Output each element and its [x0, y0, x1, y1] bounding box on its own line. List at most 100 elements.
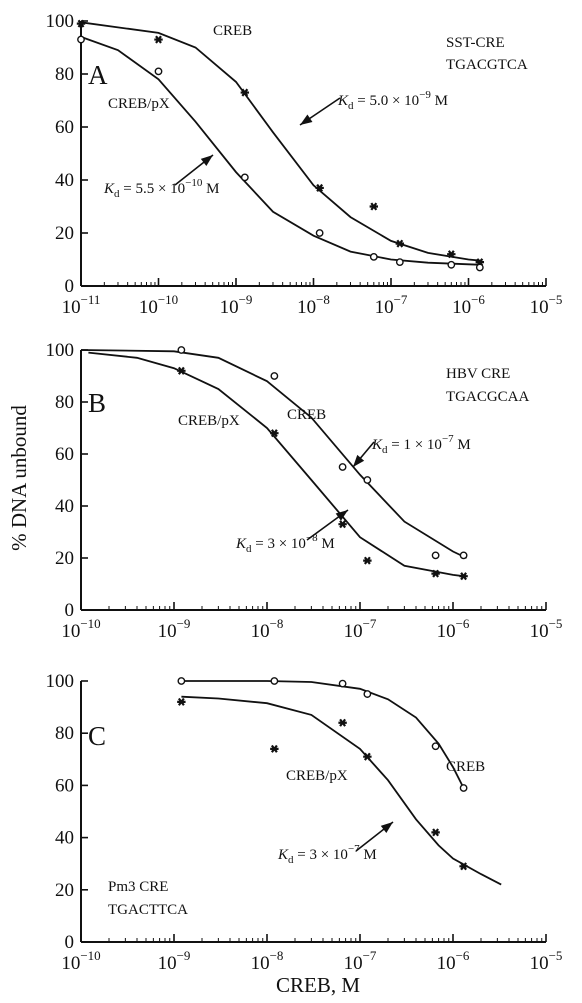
curve-label: CREB [213, 23, 252, 39]
data-point-circle [459, 784, 468, 792]
x-tick-label: 10−8 [297, 292, 330, 318]
arrow-head [300, 114, 313, 125]
data-point-star [431, 828, 440, 837]
data-point-circle [315, 229, 324, 237]
x-tick-label: 10−11 [62, 292, 101, 318]
arrow-head [335, 510, 348, 521]
x-tick-label: 10−8 [251, 616, 284, 642]
y-tick-label: 40 [55, 170, 74, 191]
kd-label: Kd = 3 × 10−8 M [235, 532, 335, 555]
series-creb [177, 677, 468, 792]
curve-label: CREB/pX [286, 768, 348, 784]
data-point-star [363, 556, 372, 565]
fit-curve [181, 680, 465, 789]
x-tick-label: 10−7 [375, 292, 408, 318]
data-point-circle [77, 35, 85, 44]
y-tick-label: 20 [55, 223, 74, 244]
data-point-circle [431, 742, 440, 751]
panel-letter: C [88, 721, 106, 751]
data-point-star [154, 35, 163, 44]
series-creb-px [88, 351, 468, 581]
x-tick-label: 10−10 [61, 616, 100, 642]
x-tick-label: 10−7 [344, 616, 377, 642]
x-tick-label: 10−6 [437, 948, 470, 974]
curve-label: CREB/pX [108, 96, 170, 112]
x-tick-label: 10−10 [139, 292, 178, 318]
data-point-star [395, 239, 405, 248]
kd-label: Kd = 5.5 × 10−10 M [103, 177, 220, 200]
data-point-star [369, 202, 379, 211]
x-axis-label: CREB, M [276, 973, 360, 997]
y-tick-label: 0 [65, 600, 75, 621]
curve-label: CREB [446, 759, 485, 775]
data-point-star [177, 366, 186, 375]
x-tick-label: 10−5 [530, 616, 563, 642]
panel-letter: A [88, 60, 108, 90]
data-point-circle [369, 252, 378, 261]
data-point-circle [475, 263, 484, 272]
data-point-circle [431, 551, 440, 560]
data-point-circle [363, 476, 372, 484]
data-point-star [338, 718, 347, 727]
site-sequence: TGACGCAA [446, 389, 530, 405]
data-point-star [459, 862, 468, 871]
x-tick-label: 10−9 [158, 948, 191, 974]
y-tick-label: 80 [55, 64, 74, 85]
y-tick-label: 0 [65, 276, 75, 297]
y-tick-label: 40 [55, 496, 74, 517]
data-point-star [459, 572, 468, 581]
y-tick-label: 60 [55, 775, 74, 796]
data-point-circle [447, 260, 456, 269]
data-point-circle [154, 67, 163, 76]
data-point-star [315, 183, 324, 192]
x-tick-label: 10−10 [61, 948, 100, 974]
arrow-head [353, 454, 365, 467]
panel-letter: B [88, 388, 106, 418]
site-name: HBV CRE [446, 366, 510, 382]
y-tick-label: 40 [55, 828, 74, 849]
data-point-star [177, 697, 186, 706]
fit-curve [80, 21, 483, 262]
y-tick-label: 60 [55, 117, 74, 138]
data-point-star [447, 250, 456, 259]
y-tick-label: 80 [55, 392, 74, 413]
data-point-star [270, 429, 279, 438]
y-tick-label: 20 [55, 548, 74, 569]
y-tick-label: 0 [65, 932, 75, 953]
site-sequence: TGACTTCA [108, 902, 188, 918]
y-tick-label: 20 [55, 880, 74, 901]
data-point-star [363, 752, 372, 761]
kd-label: Kd = 5.0 × 10−9 M [337, 89, 448, 112]
series-creb-px [177, 695, 502, 886]
data-point-star [76, 19, 86, 28]
series-creb-px [77, 35, 484, 272]
data-point-star [270, 744, 279, 753]
arrow-head [200, 155, 213, 166]
y-tick-label: 100 [46, 340, 75, 361]
data-point-circle [177, 677, 186, 685]
y-tick-label: 80 [55, 723, 74, 744]
x-tick-label: 10−8 [251, 948, 284, 974]
fit-curve [88, 351, 464, 578]
arrow-head [380, 822, 393, 833]
x-tick-label: 10−6 [437, 616, 470, 642]
data-point-star [240, 88, 250, 97]
panels: 0 20 40 60 80 100 10−11 10−10 10−9 10−8 10−7 10−6 10… [46, 11, 563, 974]
curve-label: CREB/pX [178, 413, 240, 429]
site-sequence: TGACGTCA [446, 57, 528, 73]
data-point-circle [338, 463, 347, 471]
x-tick-label: 10−7 [344, 948, 377, 974]
series-creb [76, 19, 485, 267]
data-point-star [338, 520, 347, 529]
data-point-circle [270, 372, 279, 380]
panel-c: 0 20 40 60 80 100 10−10 10−9 10−8 10−7 10−6 10−5 C Pm… [46, 671, 563, 974]
x-tick-label: 10−6 [452, 292, 485, 318]
site-name: SST-CRE [446, 35, 505, 51]
y-tick-label: 100 [46, 11, 75, 32]
panel-a: 0 20 40 60 80 100 10−11 10−10 10−9 10−8 10−7 10−6 10… [46, 11, 563, 318]
fit-curve [80, 36, 483, 266]
x-tick-label: 10−9 [220, 292, 253, 318]
y-tick-label: 100 [46, 671, 75, 692]
x-tick-label: 10−9 [158, 616, 191, 642]
